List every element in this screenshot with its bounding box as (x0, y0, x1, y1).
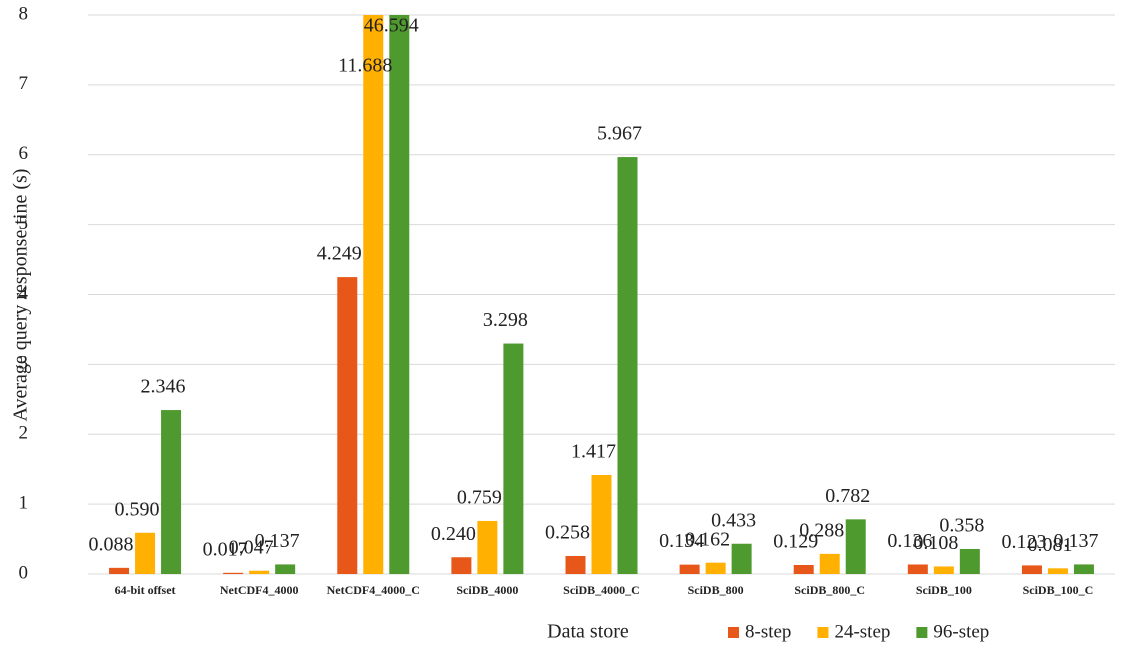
value-label: 0.137 (1053, 530, 1098, 552)
bar (591, 474, 612, 574)
value-label: 0.123 (1001, 531, 1046, 553)
legend-label: 8-step (745, 621, 791, 642)
y-tick-label: 0 (19, 562, 29, 583)
labels: 64-bit offset 0.088 0.590 2.346 NetCDF4_4000… (89, 15, 1099, 597)
bar (679, 564, 700, 574)
value-label: 4.249 (317, 243, 362, 265)
grid: 0 1 2 3 4 5 6 7 8 (19, 3, 1115, 583)
value-label: 1.417 (571, 441, 616, 463)
legend-swatch (916, 627, 928, 638)
value-label: 0.258 (545, 522, 590, 544)
value-label: 0.288 (799, 519, 844, 541)
bar (907, 564, 928, 574)
x-tick-label: NetCDF4_4000 (220, 583, 299, 597)
x-tick-label: NetCDF4_4000_C (327, 583, 420, 597)
x-tick-label: SciDB_100_C (1023, 583, 1094, 597)
value-label: 0.162 (685, 528, 730, 550)
y-tick-label: 4 (19, 283, 29, 304)
y-tick-label: 2 (19, 423, 29, 444)
y-tick-label: 5 (19, 213, 29, 234)
y-axis-title: Average query response tine (s) (10, 169, 32, 422)
bar (1047, 568, 1068, 574)
value-label: 0.433 (711, 509, 756, 531)
bar (249, 570, 270, 574)
bar (565, 555, 586, 574)
y-tick-label: 1 (19, 492, 29, 513)
bar (161, 410, 182, 574)
x-tick-label: SciDB_100 (916, 583, 972, 597)
bar (705, 562, 726, 574)
bar (477, 520, 498, 574)
value-label: 11.688 (338, 55, 392, 77)
bar (503, 343, 524, 574)
x-axis-title: Data store (547, 621, 629, 643)
bars (109, 15, 1094, 574)
y-tick-label: 7 (19, 73, 29, 94)
bar (337, 277, 358, 574)
bar (731, 543, 752, 574)
bar (451, 557, 472, 574)
value-label: 46.594 (364, 15, 419, 37)
bar (793, 564, 814, 574)
bar (845, 519, 866, 574)
bar (223, 572, 244, 574)
bar (959, 548, 980, 574)
legend-swatch (817, 627, 829, 638)
x-tick-label: SciDB_4000 (456, 583, 518, 597)
bar (389, 15, 410, 574)
value-label: 0.047 (229, 536, 274, 558)
x-tick-label: SciDB_800_C (794, 583, 865, 597)
value-label: 0.088 (89, 533, 134, 555)
value-label: 0.081 (1027, 534, 1072, 556)
value-label: 0.358 (939, 515, 984, 537)
value-label: 0.108 (913, 532, 958, 554)
value-label: 0.134 (659, 530, 704, 552)
y-tick-label: 6 (19, 143, 29, 164)
value-label: 0.759 (457, 487, 502, 509)
bar (617, 157, 638, 574)
bar (109, 567, 130, 574)
x-tick-label: SciDB_800 (688, 583, 744, 597)
legend-label: 96-step (933, 621, 989, 642)
value-label: 0.782 (825, 485, 870, 507)
value-label: 0.129 (773, 531, 818, 553)
legend-label: 24-step (834, 621, 890, 642)
value-label: 5.967 (597, 123, 642, 145)
value-label: 0.136 (887, 530, 932, 552)
bar (819, 553, 840, 574)
bar (1073, 564, 1094, 574)
bar (135, 532, 156, 574)
x-tick-label: 64-bit offset (115, 583, 176, 597)
x-tick-label: SciDB_4000_C (563, 583, 640, 597)
value-label: 2.346 (141, 376, 186, 398)
bar (275, 564, 296, 574)
value-label: 0.137 (255, 530, 300, 552)
bar (1021, 565, 1042, 574)
value-label: 0.590 (115, 498, 160, 520)
value-label: 0.017 (203, 538, 248, 560)
y-tick-label: 3 (19, 353, 29, 374)
legend-swatch (728, 627, 739, 638)
bar (933, 566, 954, 574)
value-label: 0.240 (431, 523, 476, 545)
y-tick-label: 8 (19, 3, 29, 24)
bar (363, 15, 384, 574)
value-label: 3.298 (483, 309, 528, 331)
